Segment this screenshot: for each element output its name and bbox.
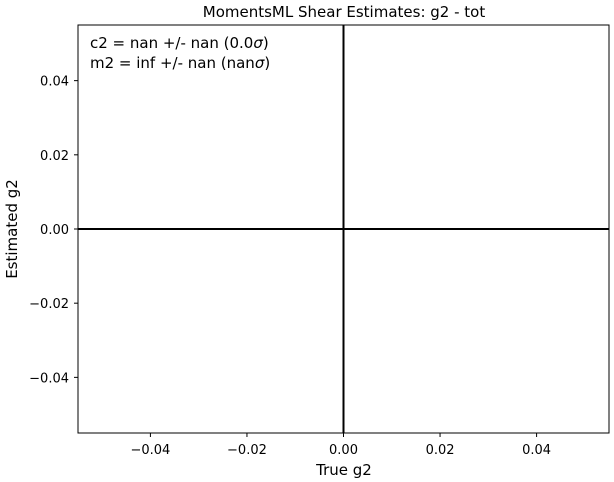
x-tick-label: 0.02 — [426, 443, 455, 458]
x-axis: −0.04 −0.02 0.00 0.02 0.04 — [130, 433, 551, 458]
y-tick-label: 0.00 — [40, 223, 69, 238]
y-axis-label: Estimated g2 — [3, 179, 21, 279]
annotation-c2: c2 = nan +/- nan (0.0σ) — [90, 34, 269, 52]
y-tick-label: −0.04 — [29, 371, 69, 386]
x-tick-label: 0.04 — [522, 443, 551, 458]
reference-lines — [78, 25, 609, 433]
annotations: c2 = nan +/- nan (0.0σ) m2 = inf +/- nan… — [90, 34, 270, 72]
x-tick-label: 0.00 — [329, 443, 358, 458]
chart-title: MomentsML Shear Estimates: g2 - tot — [203, 3, 486, 21]
x-axis-label: True g2 — [315, 461, 372, 479]
x-tick-label: −0.04 — [130, 443, 170, 458]
y-tick-label: 0.04 — [40, 75, 69, 90]
plot-area: c2 = nan +/- nan (0.0σ) m2 = inf +/- nan… — [77, 24, 610, 434]
annotation-m2: m2 = inf +/- nan (nanσ) — [90, 54, 270, 72]
y-tick-label: 0.02 — [40, 149, 69, 164]
y-axis: −0.04 −0.02 0.00 0.02 0.04 — [29, 75, 78, 386]
x-tick-label: −0.02 — [227, 443, 267, 458]
y-tick-label: −0.02 — [29, 297, 69, 312]
